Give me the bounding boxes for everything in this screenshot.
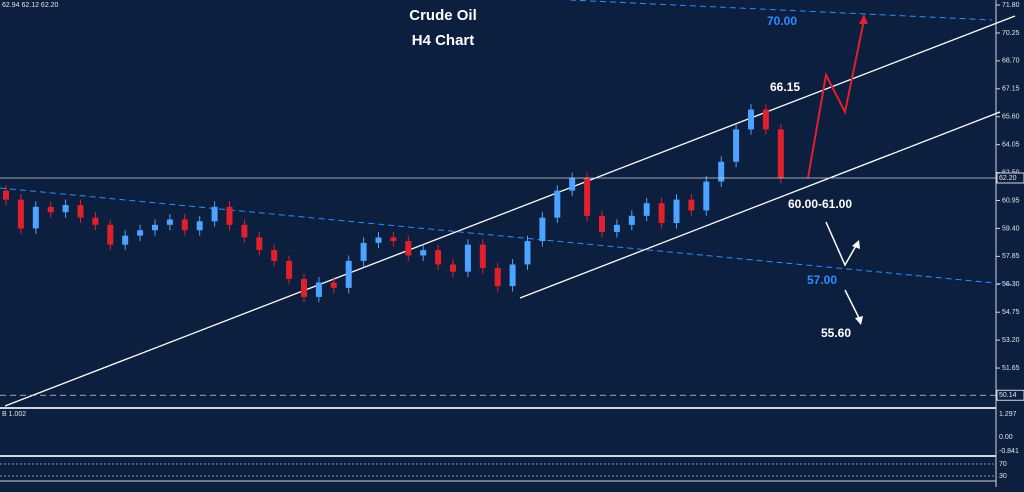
- y-tick-label: 67.15: [1002, 86, 1020, 93]
- candle-body: [628, 215, 635, 225]
- candle-body: [703, 181, 710, 211]
- header-values: 62.94 62.12 62.20: [2, 2, 59, 9]
- candle-body: [360, 242, 367, 261]
- candle-body: [17, 199, 24, 229]
- y-tick-label: 53.20: [1002, 337, 1020, 344]
- channel-upper: [4, 15, 1016, 407]
- candle-body: [315, 282, 322, 297]
- candle-body: [584, 177, 591, 216]
- indicator-tick: 70: [999, 461, 1007, 468]
- projection-arrow: [825, 221, 858, 267]
- y-tick-label: 54.75: [1002, 309, 1020, 316]
- price-label: 62.20: [999, 175, 1017, 182]
- candle-body: [733, 129, 740, 162]
- candle-body: [479, 244, 486, 269]
- candle-body: [92, 217, 99, 225]
- candle-body: [643, 203, 650, 216]
- y-tick-label: 51.65: [1002, 365, 1020, 372]
- y-tick-label: 65.60: [1002, 114, 1020, 121]
- price-box: [996, 172, 1024, 184]
- annotation: 66.15: [770, 80, 800, 94]
- candle-body: [524, 241, 531, 265]
- candle-body: [181, 219, 188, 231]
- candle-body: [345, 260, 352, 288]
- y-tick-label: 64.05: [1002, 142, 1020, 149]
- chart-title: Crude Oil: [409, 7, 477, 24]
- channel-lower: [519, 111, 1001, 299]
- candle-body: [256, 237, 263, 251]
- candle-body: [420, 250, 427, 256]
- annotation: 57.00: [807, 273, 837, 287]
- candle-body: [688, 199, 695, 211]
- y-tick-label: 60.95: [1002, 197, 1020, 204]
- arrow-head: [852, 240, 860, 249]
- projection-arrow: [807, 19, 865, 179]
- trend-dashed: [569, 0, 993, 21]
- candle-body: [32, 206, 39, 229]
- candle-body: [494, 268, 501, 287]
- indicator-label: B 1.002: [2, 411, 26, 418]
- candle-body: [599, 215, 605, 233]
- y-tick-label: 68.70: [1002, 58, 1020, 65]
- candle-body: [569, 177, 576, 191]
- candle-body: [301, 278, 307, 297]
- candle-body: [166, 219, 173, 225]
- candle-body: [226, 206, 233, 225]
- candle-body: [777, 129, 784, 178]
- candle-body: [137, 230, 144, 236]
- annotation: 60.00-61.00: [788, 197, 852, 211]
- candle-body: [450, 264, 456, 272]
- indicator-tick: 0.00: [999, 434, 1013, 441]
- annotation: 55.60: [821, 326, 851, 340]
- indicator-tick: 30: [999, 473, 1007, 480]
- candle-body: [509, 264, 516, 287]
- candle-body: [539, 217, 546, 242]
- candle-body: [405, 241, 412, 256]
- projection-arrow: [844, 289, 861, 321]
- indicator-tick: -0.841: [999, 448, 1019, 455]
- candle-body: [152, 224, 158, 231]
- chart-subtitle: H4 Chart: [412, 32, 475, 49]
- candle-body: [673, 199, 680, 224]
- candle-body: [748, 109, 754, 130]
- candle-body: [330, 282, 337, 288]
- annotation: 70.00: [767, 14, 797, 28]
- price-box: [996, 389, 1024, 401]
- y-tick-label: 71.80: [1002, 2, 1020, 9]
- price-label: 50.14: [999, 392, 1017, 399]
- candle-body: [435, 250, 442, 265]
- candle-body: [464, 244, 471, 272]
- plot-area: [3, 104, 784, 303]
- candle-body: [286, 260, 293, 279]
- y-tick-label: 56.30: [1002, 281, 1020, 288]
- arrow-head: [859, 14, 868, 24]
- candle-body: [613, 224, 620, 233]
- candle-body: [122, 235, 129, 245]
- candle-body: [390, 237, 397, 242]
- candle-body: [271, 250, 278, 261]
- candle-body: [211, 206, 218, 222]
- y-tick-label: 57.85: [1002, 253, 1020, 260]
- candle-body: [762, 109, 769, 130]
- arrow-head: [855, 316, 863, 325]
- indicator-tick: 1.297: [999, 411, 1017, 418]
- candle-body: [47, 206, 54, 213]
- candle-body: [62, 205, 69, 213]
- candle-body: [107, 224, 114, 245]
- candle-body: [375, 237, 382, 243]
- candle-body: [3, 190, 9, 200]
- candle-body: [241, 224, 248, 238]
- y-tick-label: 59.40: [1002, 225, 1020, 232]
- candle-body: [718, 161, 725, 182]
- y-tick-label: 70.25: [1002, 30, 1020, 37]
- candle-body: [554, 190, 561, 218]
- candle-body: [658, 203, 665, 224]
- candle-body: [196, 221, 203, 231]
- candle-body: [77, 205, 84, 218]
